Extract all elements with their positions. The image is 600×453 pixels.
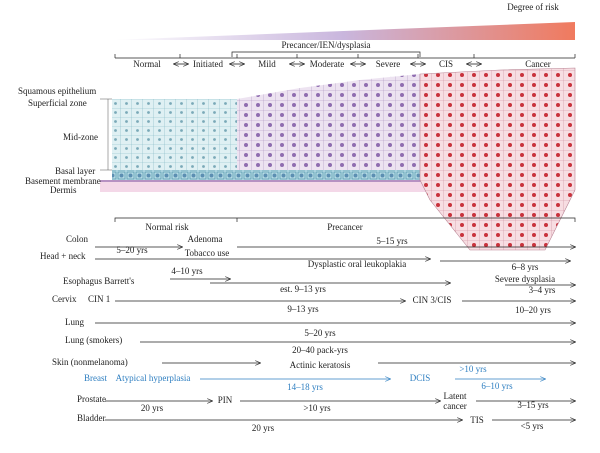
timeline-label: Lung (smokers) bbox=[65, 335, 122, 345]
timeline-label: Latent bbox=[444, 391, 467, 401]
timeline-label: >10 yrs bbox=[459, 364, 487, 374]
timeline-label: Actinic keratosis bbox=[290, 360, 351, 370]
tissue-label: Squamous epithelium bbox=[18, 86, 96, 96]
timeline-label: Dysplastic oral leukoplakia bbox=[308, 259, 406, 269]
timeline-label: 5–20 yrs bbox=[304, 328, 336, 338]
timeline-label: Tobacco use bbox=[185, 248, 230, 258]
risk-label: Normal risk bbox=[145, 222, 189, 232]
risk-triangle bbox=[112, 22, 575, 40]
bracket bbox=[231, 51, 421, 57]
stage-label: CIS bbox=[439, 59, 453, 69]
timeline-label: Bladder bbox=[77, 413, 106, 423]
timeline-label: >10 yrs bbox=[303, 403, 331, 413]
timeline-label: 3–4 yrs bbox=[529, 285, 556, 295]
timeline-label: CIN 3/CIS bbox=[413, 295, 452, 305]
tissue-label: Mid-zone bbox=[63, 132, 98, 142]
timeline-label: est. 9–13 yrs bbox=[280, 284, 326, 294]
timeline-label: TIS bbox=[470, 415, 484, 425]
stage-label: Moderate bbox=[310, 59, 344, 69]
risk-bracket bbox=[114, 217, 576, 222]
timeline-label: 20 yrs bbox=[141, 403, 164, 413]
tissue-label: Superficial zone bbox=[28, 98, 87, 108]
timeline-label: Prostate bbox=[77, 394, 106, 404]
stage-axis bbox=[114, 54, 576, 59]
timeline-label: Severe dysplasia bbox=[495, 274, 555, 284]
timeline-label: Skin (nonmelanoma) bbox=[52, 357, 128, 367]
tissue bbox=[100, 67, 576, 251]
timeline-arrows bbox=[95, 247, 575, 420]
stage-label: Mild bbox=[258, 59, 276, 69]
timeline-label: DCIS bbox=[410, 373, 431, 383]
timeline-label: Colon bbox=[66, 234, 89, 244]
timeline-label: 5–15 yrs bbox=[376, 236, 408, 246]
timeline-label: cancer bbox=[443, 401, 466, 411]
timeline-label: 4–10 yrs bbox=[171, 266, 203, 276]
timeline-label: CIN 1 bbox=[88, 294, 110, 304]
stage-label: Cancer bbox=[525, 59, 550, 69]
timeline-label: 6–10 yrs bbox=[481, 381, 513, 391]
timeline-label: Atypical hyperplasia bbox=[116, 373, 191, 383]
timeline-label: PIN bbox=[218, 395, 233, 405]
timeline-label: Adenoma bbox=[188, 234, 223, 244]
timeline-label: <5 yrs bbox=[521, 421, 544, 431]
tissue-label: Basal layer bbox=[55, 166, 95, 176]
timeline-label: Lung bbox=[65, 317, 84, 327]
timeline-label: 10–20 yrs bbox=[515, 305, 551, 315]
stage-label: Initiated bbox=[193, 59, 223, 69]
stage-label: Normal bbox=[133, 59, 161, 69]
risk-label: Precancer bbox=[327, 222, 362, 232]
tissue-label: Basement membrane bbox=[25, 176, 101, 186]
tissue-label: Dermis bbox=[50, 185, 77, 195]
stage-label: Severe bbox=[376, 59, 401, 69]
timeline-label: 20 yrs bbox=[252, 423, 275, 433]
stage-label: Precancer/IEN/dysplasia bbox=[282, 40, 371, 50]
timeline-label: 5–20 yrs bbox=[116, 245, 148, 255]
stage-label: Degree of risk bbox=[507, 2, 559, 12]
timeline-label: Cervix bbox=[52, 294, 77, 304]
timeline-label: 20–40 pack-yrs bbox=[292, 345, 348, 355]
timeline-label: 14–18 yrs bbox=[287, 382, 323, 392]
timeline-label: 6–8 yrs bbox=[512, 262, 539, 272]
timeline-label: Esophagus Barrett's bbox=[63, 276, 135, 286]
timeline-label: 3–15 yrs bbox=[517, 400, 549, 410]
timeline-label: Head + neck bbox=[40, 251, 86, 261]
timeline-label: 9–13 yrs bbox=[287, 304, 319, 314]
timeline-label: Breast bbox=[84, 373, 107, 383]
